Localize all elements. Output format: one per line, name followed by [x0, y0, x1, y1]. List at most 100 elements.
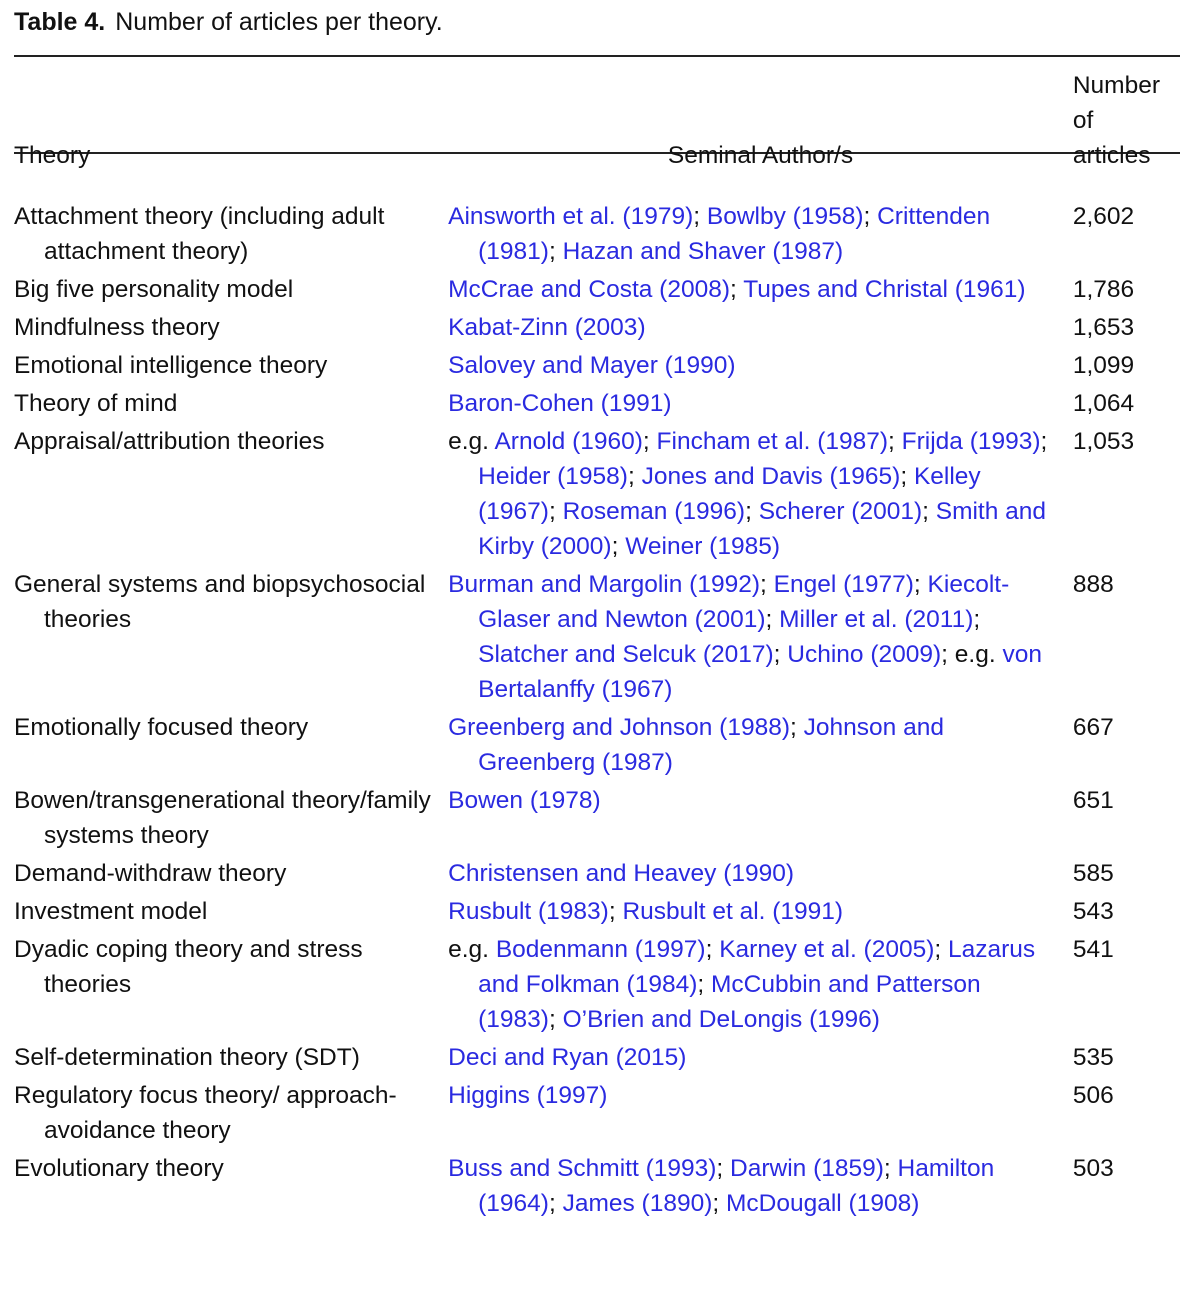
citation-link[interactable]: Arnold (1960)	[494, 428, 643, 455]
authors-cell: Baron-Cohen (1991)	[448, 386, 1073, 424]
table-row: Evolutionary theory Buss and Schmitt (199…	[14, 1151, 1180, 1224]
citation-separator: e.g.	[448, 936, 496, 963]
citation-link[interactable]: Greenberg and Johnson (1988)	[448, 714, 791, 741]
citation-separator: ;	[548, 1006, 563, 1033]
citation-link[interactable]: Heider (1958)	[478, 463, 628, 490]
authors-cell: Salovey and Mayer (1990)	[448, 348, 1073, 386]
article-count: 667	[1072, 714, 1114, 741]
theory-cell: Appraisal/attribution theories	[14, 428, 325, 455]
citation-link[interactable]: Jones and Davis (1965)	[641, 463, 901, 490]
citation-separator: ;	[888, 428, 902, 455]
authors-cell: Bowen (1978)	[448, 783, 1073, 856]
article-count: 888	[1072, 571, 1114, 598]
header-authors: Seminal Author/s	[667, 142, 854, 169]
article-count: 1,099	[1072, 352, 1135, 379]
theory-cell: Emotionally focused theory	[14, 714, 309, 741]
theory-cell: General systems and biopsychosocial theo…	[14, 571, 426, 633]
theory-cell: Big five personality model	[14, 276, 294, 303]
citation-separator: ;	[745, 498, 759, 525]
citation-link[interactable]: Bodenmann (1997)	[495, 936, 706, 963]
citation-separator: ;	[608, 898, 623, 925]
theory-cell: Investment model	[14, 898, 208, 925]
citation-link[interactable]: Rusbult (1983)	[448, 898, 609, 925]
citation-link[interactable]: Slatcher and Selcuk (2017)	[478, 641, 774, 668]
citation-link[interactable]: McCrae and Costa (2008)	[448, 276, 731, 303]
citation-link[interactable]: Kelley (1967)	[478, 463, 981, 525]
citation-link[interactable]: Bowlby (1958)	[706, 203, 864, 230]
citation-link[interactable]: Engel (1977)	[773, 571, 914, 598]
citation-link[interactable]: Christensen and Heavey (1990)	[448, 860, 795, 887]
citation-separator: ;	[693, 203, 707, 230]
citation-link[interactable]: O’Brien and DeLongis (1996)	[562, 1006, 880, 1033]
table-row: Demand-withdraw theory Christensen and He…	[14, 856, 1180, 894]
citation-link[interactable]: Johnson and Greenberg (1987)	[478, 714, 944, 776]
header-rule	[14, 152, 1180, 154]
citation-separator: ;	[913, 571, 928, 598]
citation-separator: ;	[883, 1155, 898, 1182]
citation-separator: ;	[973, 606, 981, 633]
theory-cell: Self-determination theory (SDT)	[14, 1044, 360, 1071]
table-row: Emotionally focused theory Greenberg and …	[14, 710, 1180, 783]
citation-separator: ;	[705, 936, 720, 963]
theory-table: Theory Seminal Author/s Number of articl…	[14, 68, 1180, 1224]
citation-separator: ;	[716, 1155, 731, 1182]
citation-link[interactable]: Miller et al. (2011)	[779, 606, 974, 633]
citation-link[interactable]: Frijda (1993)	[901, 428, 1041, 455]
article-count: 506	[1072, 1082, 1114, 1109]
citation-link[interactable]: von Bertalanffy (1967)	[478, 641, 1042, 703]
table-title: Number of articles per theory.	[115, 8, 443, 36]
article-count: 1,653	[1072, 314, 1135, 341]
theory-cell: Bowen/transgenerational theory/family sy…	[14, 787, 431, 849]
citation-separator: ;	[712, 1190, 726, 1217]
citation-link[interactable]: Hamilton (1964)	[478, 1155, 995, 1217]
citation-separator: ; e.g.	[941, 641, 1003, 668]
authors-cell: Greenberg and Johnson (1988); Johnson an…	[448, 710, 1073, 783]
citation-link[interactable]: McDougall (1908)	[726, 1190, 920, 1217]
citation-link[interactable]: Rusbult et al. (1991)	[622, 898, 844, 925]
table-row: Bowen/transgenerational theory/family sy…	[14, 783, 1180, 856]
citation-link[interactable]: James (1890)	[562, 1190, 713, 1217]
authors-cell: Deci and Ryan (2015)	[448, 1040, 1073, 1078]
header-count: Number of articles	[1072, 72, 1160, 169]
citation-separator: ;	[627, 463, 642, 490]
citation-link[interactable]: Ainsworth et al. (1979)	[448, 203, 694, 230]
article-count: 543	[1072, 898, 1114, 925]
citation-link[interactable]: Baron-Cohen (1991)	[448, 390, 672, 417]
table-body: Attachment theory (including adult attac…	[14, 185, 1180, 1224]
table-row: Theory of mind Baron-Cohen (1991) 1,064	[14, 386, 1180, 424]
citation-link[interactable]: Higgins (1997)	[448, 1082, 608, 1109]
authors-cell: Higgins (1997)	[448, 1078, 1073, 1151]
citation-separator: ;	[773, 641, 788, 668]
article-count: 585	[1072, 860, 1114, 887]
citation-link[interactable]: Deci and Ryan (2015)	[448, 1044, 687, 1071]
table-row: Self-determination theory (SDT) Deci and …	[14, 1040, 1180, 1078]
citation-link[interactable]: Weiner (1985)	[625, 533, 780, 560]
citation-link[interactable]: Crittenden (1981)	[478, 203, 991, 265]
citation-link[interactable]: Burman and Margolin (1992)	[448, 571, 760, 598]
article-count: 1,053	[1072, 428, 1135, 455]
citation-link[interactable]: Karney et al. (2005)	[719, 936, 935, 963]
theory-cell: Demand-withdraw theory	[14, 860, 287, 887]
citation-link[interactable]: Salovey and Mayer (1990)	[448, 352, 736, 379]
table-row: Regulatory focus theory/ approach-avoida…	[14, 1078, 1180, 1151]
authors-cell: Buss and Schmitt (1993); Darwin (1859); …	[448, 1151, 1073, 1224]
theory-cell: Regulatory focus theory/ approach-avoida…	[14, 1082, 397, 1144]
citation-link[interactable]: Kiecolt-Glaser and Newton (2001)	[478, 571, 1010, 633]
citation-link[interactable]: Darwin (1859)	[730, 1155, 884, 1182]
citation-link[interactable]: Buss and Schmitt (1993)	[448, 1155, 717, 1182]
citation-link[interactable]: Bowen (1978)	[448, 787, 601, 814]
citation-link[interactable]: Scherer (2001)	[758, 498, 923, 525]
theory-cell: Attachment theory (including adult attac…	[14, 203, 385, 265]
citation-link[interactable]: Roseman (1996)	[562, 498, 746, 525]
citation-link[interactable]: Smith and Kirby (2000)	[478, 498, 1047, 560]
citation-link[interactable]: McCubbin and Patterson (1983)	[478, 971, 981, 1033]
citation-link[interactable]: Tupes and Christal (1961)	[743, 276, 1026, 303]
citation-separator: ;	[548, 238, 563, 265]
citation-separator: ;	[611, 533, 626, 560]
article-count: 651	[1072, 787, 1114, 814]
citation-link[interactable]: Kabat-Zinn (2003)	[448, 314, 646, 341]
citation-link[interactable]: Fincham et al. (1987)	[656, 428, 889, 455]
citation-link[interactable]: Lazarus and Folkman (1984)	[478, 936, 1036, 998]
citation-link[interactable]: Uchino (2009)	[787, 641, 942, 668]
citation-link[interactable]: Hazan and Shaver (1987)	[562, 238, 844, 265]
